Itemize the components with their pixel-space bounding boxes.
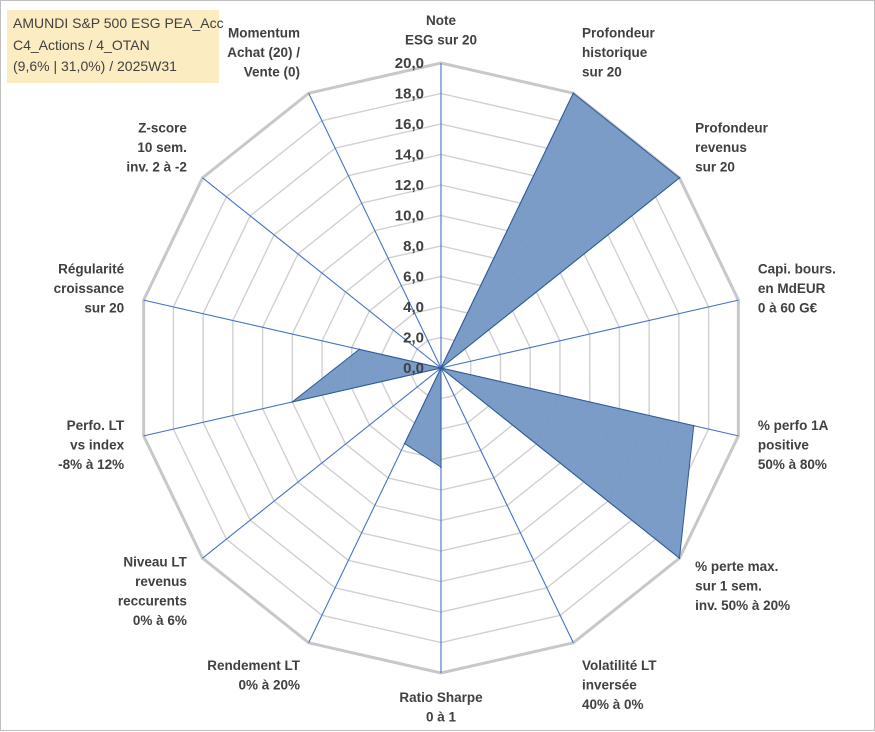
category-label-line: 50% à 80% bbox=[758, 457, 827, 472]
radar-series bbox=[291, 92, 695, 559]
category-label: Perfo. LT vs index -8% à 12% bbox=[58, 418, 125, 472]
category-label: Note ESG sur 20 bbox=[405, 13, 477, 48]
category-label-line: 0 à 1 bbox=[426, 710, 457, 725]
chart-title-line-3: (9,6% | 31,0%) / 2025W31 bbox=[13, 58, 177, 74]
category-label: Volatilité LT inversée 40% à 0% bbox=[582, 658, 657, 712]
category-label-line: inv. 2 à -2 bbox=[126, 160, 187, 175]
tick-label: 2,0 bbox=[403, 330, 424, 347]
category-label-line: croissance bbox=[54, 281, 125, 296]
category-label: % perfo 1A positive 50% à 80% bbox=[758, 418, 829, 472]
category-label-line: Achat (20) / bbox=[227, 45, 300, 60]
category-label: % perte max. sur 1 sem. inv. 50% à 20% bbox=[695, 559, 790, 613]
data-point bbox=[692, 424, 695, 427]
category-label-line: reccurents bbox=[118, 594, 187, 609]
category-label-line: Niveau LT bbox=[123, 555, 187, 570]
tick-label: 4,0 bbox=[403, 299, 424, 316]
category-label: Z-score 10 sem. inv. 2 à -2 bbox=[126, 121, 187, 175]
category-label-line: vs index bbox=[70, 437, 125, 452]
category-label-line: Volatilité LT bbox=[582, 658, 657, 673]
category-label-line: Profondeur bbox=[582, 26, 655, 41]
tick-label: 6,0 bbox=[403, 269, 424, 286]
data-point bbox=[572, 92, 575, 95]
category-label-line: % perfo 1A bbox=[758, 418, 829, 433]
category-label-line: % perte max. bbox=[695, 559, 778, 574]
data-point bbox=[440, 466, 442, 468]
tick-label: 18,0 bbox=[395, 86, 424, 103]
radar-spoke bbox=[202, 367, 442, 559]
category-label-line: Ratio Sharpe bbox=[399, 690, 483, 705]
category-label-line: revenus bbox=[695, 140, 747, 155]
category-label: Rendement LT 0% à 20% bbox=[207, 658, 301, 693]
category-label: Momentum Achat (20) / Vente (0) bbox=[227, 26, 300, 80]
category-label-line: Vente (0) bbox=[244, 65, 300, 80]
tick-label: 12,0 bbox=[395, 177, 424, 194]
category-label-line: 10 sem. bbox=[137, 140, 187, 155]
category-label-line: Capi. bours. bbox=[758, 262, 836, 277]
category-label-line: 0% à 6% bbox=[133, 613, 187, 628]
category-label: Régularité croissance sur 20 bbox=[54, 262, 125, 316]
category-label-line: ESG sur 20 bbox=[405, 33, 477, 48]
tick-label: 16,0 bbox=[395, 116, 424, 133]
radar-spoke bbox=[308, 92, 442, 369]
category-label-line: Régularité bbox=[58, 262, 125, 277]
category-labels: Note ESG sur 20 Profondeur historique sur 20… bbox=[54, 13, 836, 725]
category-label: Profondeur historique sur 20 bbox=[582, 26, 655, 80]
category-label-line: inversée bbox=[582, 677, 637, 692]
category-label-line: Profondeur bbox=[695, 121, 768, 136]
category-label: Niveau LT revenus reccurents 0% à 6% bbox=[118, 555, 188, 629]
category-label-line: en MdEUR bbox=[758, 281, 826, 296]
category-label: Capi. bours. en MdEUR 0 à 60 G€ bbox=[758, 262, 836, 316]
radar-spoke bbox=[202, 177, 442, 369]
category-label: Profondeur revenus sur 20 bbox=[695, 121, 768, 175]
category-label-line: positive bbox=[758, 437, 810, 452]
category-label-line: Momentum bbox=[228, 26, 300, 41]
chart-title-line-1: AMUNDI S&P 500 ESG PEA_Acc bbox=[13, 15, 224, 31]
data-point bbox=[291, 401, 294, 403]
radial-tick-labels: 0,0 2,0 4,0 6,0 8,0 10,0 12,0 14,0 16,0 18,0 20,0 bbox=[395, 55, 424, 377]
category-label: Ratio Sharpe 0 à 1 bbox=[399, 690, 483, 725]
data-point bbox=[678, 557, 681, 559]
category-label-line: historique bbox=[582, 45, 648, 60]
category-label-line: sur 20 bbox=[582, 65, 622, 80]
data-point bbox=[678, 177, 681, 179]
tick-label: 0,0 bbox=[403, 360, 424, 377]
category-label-line: 0% à 20% bbox=[238, 677, 300, 692]
category-label-line: 0 à 60 G€ bbox=[758, 301, 818, 316]
tick-label: 8,0 bbox=[403, 238, 424, 255]
category-label-line: Rendement LT bbox=[207, 658, 301, 673]
data-point bbox=[358, 348, 361, 351]
tick-label: 14,0 bbox=[395, 147, 424, 164]
category-label-line: revenus bbox=[135, 574, 187, 589]
chart-title-box: AMUNDI S&P 500 ESG PEA_Acc C4_Actions / … bbox=[7, 10, 224, 83]
tick-label: 10,0 bbox=[395, 208, 424, 225]
data-point bbox=[403, 442, 406, 445]
category-label-line: Note bbox=[426, 13, 456, 28]
category-label-line: sur 1 sem. bbox=[695, 578, 762, 593]
category-label-line: Z-score bbox=[138, 121, 187, 136]
radar-spoke bbox=[440, 299, 739, 369]
category-label-line: -8% à 12% bbox=[58, 457, 124, 472]
category-label-line: sur 20 bbox=[84, 301, 124, 316]
tick-label: 20,0 bbox=[395, 55, 424, 72]
category-label-line: 40% à 0% bbox=[582, 697, 644, 712]
category-label-line: sur 20 bbox=[695, 160, 735, 175]
category-label-line: inv. 50% à 20% bbox=[695, 598, 790, 613]
data-point bbox=[440, 367, 442, 369]
chart-title-line-2: C4_Actions / 4_OTAN bbox=[13, 36, 150, 53]
category-label-line: Perfo. LT bbox=[67, 418, 125, 433]
radar-spoke bbox=[440, 367, 574, 644]
